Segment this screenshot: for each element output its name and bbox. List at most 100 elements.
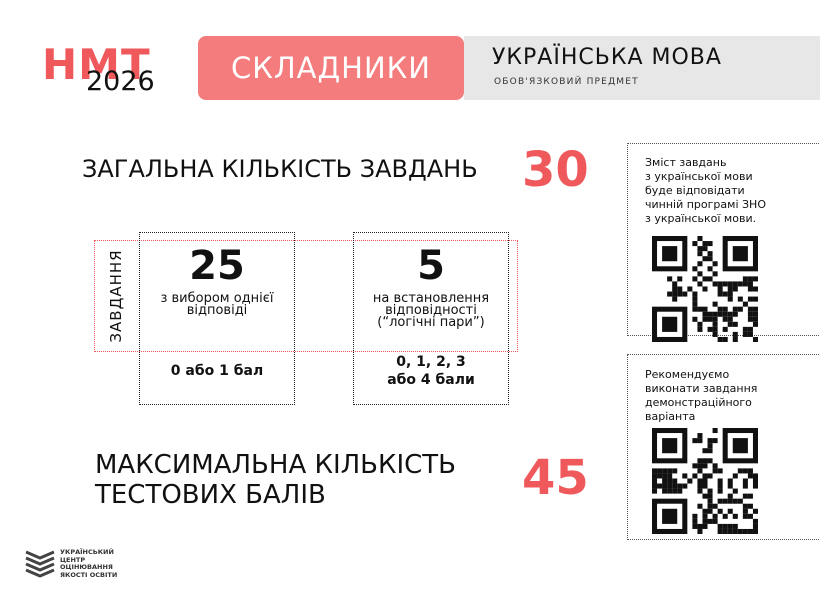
- note-line: чинній програмі ЗНО: [645, 198, 766, 211]
- qr-cell: [752, 311, 758, 317]
- qr-cell: [752, 523, 758, 529]
- qr-cell: [692, 463, 698, 469]
- qr-cell: [662, 438, 678, 454]
- logo-title: НМТ: [42, 40, 151, 89]
- qr-cell: [727, 291, 733, 297]
- qr-cell: [732, 336, 738, 342]
- qr-cell: [727, 296, 733, 302]
- qr-cell: [722, 326, 728, 332]
- task-count: 5: [417, 243, 445, 289]
- qr-cell: [712, 438, 718, 444]
- task-desc: на встановлення: [372, 291, 490, 306]
- qr-cell: [692, 266, 698, 272]
- task-count: 25: [189, 243, 245, 289]
- qr-cell: [697, 468, 703, 474]
- qr-cell: [707, 266, 713, 272]
- qr-cell: [752, 306, 758, 312]
- qr-cell: [717, 498, 723, 504]
- qr-cell: [702, 463, 708, 469]
- qr-cell: [752, 336, 758, 342]
- group-box: [139, 232, 295, 405]
- task-score: 0 або 1 бал: [170, 363, 264, 379]
- qr-cell: [717, 306, 723, 312]
- qr-cell: [662, 488, 668, 494]
- qr-cell: [732, 321, 738, 327]
- qr-cell: [747, 331, 753, 337]
- qr-cell: [702, 508, 708, 514]
- qr-cell: [667, 483, 673, 489]
- qr-cell: [727, 321, 733, 327]
- qr-cell: [712, 468, 718, 474]
- qr-cell: [662, 478, 668, 484]
- max-value: 45: [522, 450, 589, 506]
- qr-cell: [692, 296, 698, 302]
- qr-cell: [707, 458, 713, 464]
- qr-cell: [747, 286, 753, 292]
- qr-cell: [752, 276, 758, 282]
- qr-cell: [732, 528, 738, 534]
- qr-cell: [697, 433, 703, 439]
- task-score: 0, 1, 2, 3: [396, 354, 466, 370]
- max-label: МАКСИМАЛЬНА КІЛЬКІСТЬ ТЕСТОВИХ БАЛІВ: [95, 450, 456, 510]
- qr-cell: [742, 503, 748, 509]
- footer-line: УКРАЇНСЬКИЙ: [60, 548, 114, 556]
- qr-cell: [717, 528, 723, 534]
- qr-cell: [672, 488, 678, 494]
- qr-cell: [732, 306, 738, 312]
- qr-cell: [657, 473, 663, 479]
- badge: СКЛАДНИКИ: [231, 51, 431, 85]
- subject-bg: [464, 36, 820, 100]
- qr-cell: [672, 478, 678, 484]
- note-box: [627, 354, 820, 540]
- qr-cell: [697, 523, 703, 529]
- qr-cell: [667, 291, 673, 297]
- qr-cell: [662, 468, 668, 474]
- qr-code: [652, 428, 758, 534]
- qr-cell: [717, 281, 723, 287]
- qr-cell: [707, 241, 713, 247]
- qr-cell: [692, 291, 698, 297]
- qr-cell: [747, 316, 753, 322]
- qr-cell: [677, 286, 683, 292]
- qr-cell: [707, 311, 713, 317]
- qr-cell: [702, 276, 708, 282]
- qr-cell: [702, 311, 708, 317]
- qr-cell: [702, 448, 708, 454]
- qr-cell: [702, 458, 708, 464]
- qr-cell: [717, 291, 723, 297]
- qr-cell: [727, 311, 733, 317]
- qr-cell: [707, 508, 713, 514]
- note-line: Рекомендуємо: [645, 368, 730, 381]
- task-score: або 4 бали: [387, 372, 475, 388]
- qr-cell: [697, 321, 703, 327]
- qr-cell: [717, 478, 723, 484]
- qr-cell: [727, 523, 733, 529]
- qr-cell: [722, 528, 728, 534]
- qr-cell: [712, 331, 718, 337]
- qr-cell: [697, 281, 703, 287]
- qr-cell: [722, 291, 728, 297]
- qr-cell: [662, 246, 678, 262]
- qr-cell: [707, 443, 713, 449]
- qr-cell: [742, 478, 748, 484]
- qr-cell: [712, 463, 718, 469]
- tasks-label: ЗАВДАННЯ: [107, 249, 125, 343]
- qr-cell: [732, 498, 738, 504]
- footer-line: ОЦІНЮВАННЯ: [60, 563, 113, 571]
- qr-cell: [742, 301, 748, 307]
- qr-cell: [717, 468, 723, 474]
- footer-line: ЯКОСТІ ОСВІТИ: [60, 570, 118, 579]
- task-desc: з вибором однієї: [160, 291, 274, 306]
- qr-cell: [697, 488, 703, 494]
- qr-cell: [692, 316, 698, 322]
- qr-cell: [702, 478, 708, 484]
- qr-cell: [732, 286, 738, 292]
- qr-cell: [722, 523, 728, 529]
- qr-cell: [662, 473, 668, 479]
- qr-cell: [702, 523, 708, 529]
- qr-cell: [692, 276, 698, 282]
- qr-cell: [742, 326, 748, 332]
- qr-cell: [707, 503, 713, 509]
- subject: УКРАЇНСЬКА МОВА: [492, 45, 722, 70]
- total-value: 30: [522, 142, 589, 198]
